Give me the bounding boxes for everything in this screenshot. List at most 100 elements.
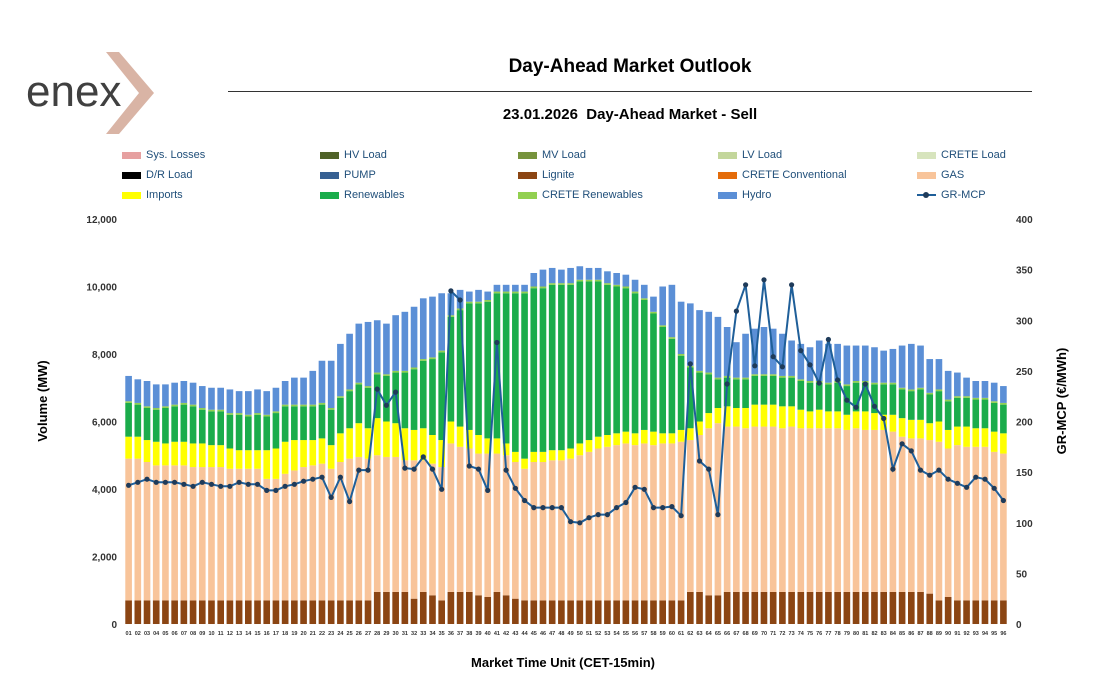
mcp-point — [577, 520, 583, 526]
legend-item: Hydro — [718, 187, 771, 203]
x-tick-label: 63 — [696, 631, 702, 637]
x-tick-label: 09 — [199, 631, 205, 637]
mcp-point — [641, 486, 647, 492]
bar-segment — [419, 428, 427, 461]
bar-segment — [226, 414, 234, 449]
y-tick-label: 2,000 — [92, 553, 117, 564]
bar-segment — [834, 411, 841, 429]
bar-segment — [189, 443, 197, 468]
mcp-point — [945, 476, 951, 482]
x-tick-label: 48 — [558, 631, 564, 637]
bar-segment — [779, 375, 786, 378]
x-tick-label: 65 — [715, 631, 721, 637]
x-tick-label: 93 — [973, 631, 979, 637]
x-tick-label: 01 — [126, 631, 132, 637]
x-tick-label: 23 — [328, 631, 334, 637]
bar-segment — [134, 379, 142, 403]
bar-segment — [162, 384, 169, 407]
mcp-point — [282, 483, 288, 489]
bar-segment — [917, 345, 924, 388]
bar-segment — [696, 372, 703, 422]
legend-swatch — [917, 191, 936, 199]
bar-segment — [779, 377, 786, 407]
bar-segment — [466, 448, 473, 592]
bar-segment — [364, 386, 372, 388]
bar-segment — [788, 406, 795, 427]
bar-segment — [410, 306, 418, 368]
bar-segment — [346, 458, 353, 601]
x-tick-label: 06 — [172, 631, 178, 637]
bar-segment — [502, 443, 510, 456]
legend-label: D/R Load — [146, 169, 193, 181]
x-tick-label: 11 — [218, 631, 224, 637]
bar-segment — [373, 455, 381, 592]
y2-tick-label: 100 — [1016, 519, 1033, 530]
bar-segment — [944, 401, 952, 430]
bar-segment — [594, 279, 602, 282]
bar-segment — [990, 382, 998, 402]
mcp-point — [825, 336, 832, 343]
bar-segment — [318, 600, 326, 625]
bar-segment — [217, 600, 224, 625]
mcp-point — [448, 288, 454, 294]
x-tick-label: 83 — [881, 631, 887, 637]
legend-swatch — [320, 191, 339, 199]
bar-segment — [355, 323, 363, 383]
bar-segment — [272, 411, 280, 414]
bar-segment — [631, 600, 639, 625]
bar-segment — [217, 409, 224, 412]
chart-subtitle: 23.01.2026 Day-Ahead Market - Sell — [502, 106, 758, 123]
bar-segment — [852, 345, 860, 381]
bar-segment — [687, 440, 694, 592]
bar-segment — [291, 440, 298, 471]
x-tick-label: 10 — [208, 631, 214, 637]
mcp-point — [964, 484, 970, 490]
x-tick-label: 27 — [365, 631, 371, 637]
bar-segment — [806, 382, 814, 412]
bar-segment — [594, 436, 602, 449]
mcp-line-layer — [126, 277, 1007, 526]
bar-segment — [558, 450, 565, 461]
bar-segment — [604, 446, 611, 601]
legend-swatch — [518, 151, 537, 159]
bar-segment — [281, 600, 289, 625]
x-tick-label: 66 — [724, 631, 730, 637]
bar-segment — [438, 352, 445, 441]
x-tick-label: 71 — [770, 631, 776, 637]
x-tick-label: 45 — [531, 631, 537, 637]
bar-segment — [981, 600, 989, 625]
bar-segment — [245, 416, 252, 451]
bar-segment — [134, 404, 142, 437]
mcp-point — [162, 479, 168, 485]
mcp-point — [991, 485, 997, 491]
bar-segment — [705, 374, 713, 414]
legend-item: HV Load — [320, 147, 387, 163]
bar-segment — [502, 595, 510, 624]
bar-segment — [484, 453, 492, 597]
bar-segment — [779, 591, 786, 624]
bar-segment — [125, 458, 132, 601]
bar-segment — [180, 600, 188, 625]
bar-segment — [733, 591, 740, 624]
bar-segment — [668, 433, 676, 444]
bar-segment — [631, 433, 639, 446]
bar-segment — [493, 438, 501, 454]
bar-segment — [180, 402, 188, 405]
logo-chevron — [106, 52, 154, 134]
bar-segment — [861, 591, 869, 624]
bar-segment — [466, 291, 473, 302]
x-tick-label: 92 — [964, 631, 970, 637]
bar-segment — [650, 600, 657, 625]
bar-segment — [576, 266, 584, 280]
x-tick-label: 20 — [301, 631, 307, 637]
bar-segment — [466, 301, 473, 304]
bar-segment — [806, 428, 814, 592]
bar-segment — [291, 404, 298, 407]
bar-segment — [383, 323, 390, 375]
x-tick-label: 46 — [540, 631, 546, 637]
bar-segment — [198, 409, 206, 444]
legend-item: CRETE Load — [917, 147, 1006, 163]
legend-label: PUMP — [344, 169, 376, 181]
bar-segment — [309, 440, 317, 466]
bar-segment — [576, 279, 584, 282]
